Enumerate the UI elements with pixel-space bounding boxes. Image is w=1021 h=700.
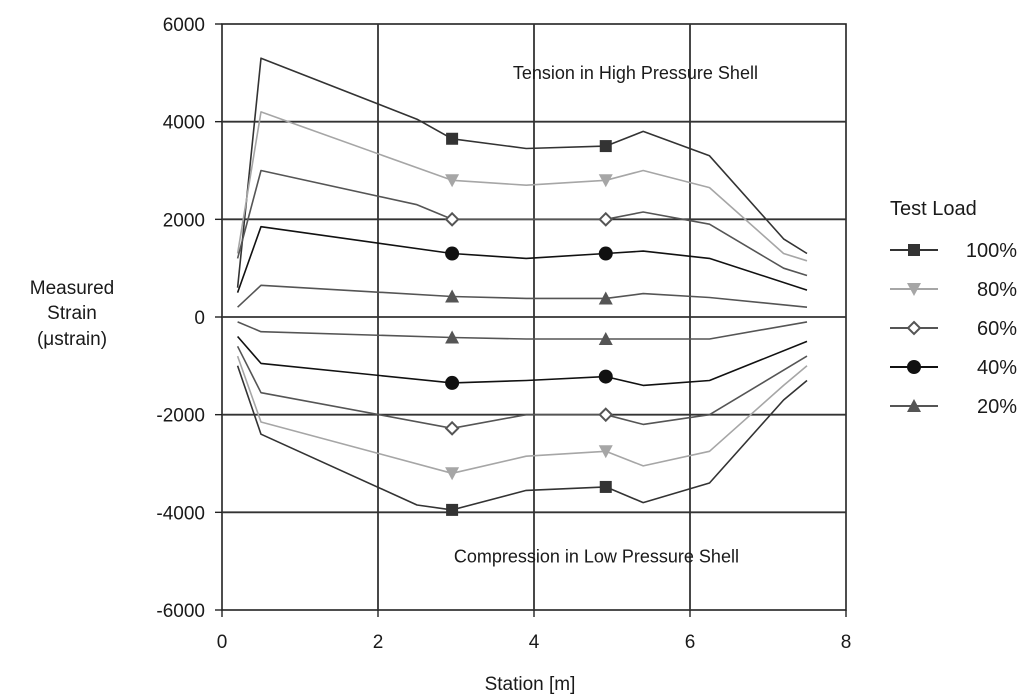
marker-tension-40pct [445, 246, 460, 261]
marker-tension-60pct [598, 211, 614, 227]
marker-tension-80pct [598, 174, 613, 188]
marker-tension-20pct [598, 291, 613, 305]
marker-compression-20pct [445, 330, 460, 344]
marker-compression-80pct [445, 467, 460, 481]
legend-label-100pct: 100% [966, 240, 1017, 262]
y-tick-label: -4000 [156, 503, 205, 524]
marker-compression-80pct [598, 445, 613, 459]
data-markers [444, 132, 614, 516]
series-line-tension-80pct [236, 111, 808, 262]
x-tick-label: 0 [217, 632, 228, 653]
marker-tension-80pct [445, 174, 460, 188]
legend-label-60pct: 60% [977, 318, 1017, 340]
series-line-tension-20pct [237, 284, 808, 308]
marker-tension-100pct [446, 132, 459, 145]
annotations: Tension in High Pressure Shell Compressio… [454, 63, 758, 566]
legend-label-20pct: 20% [977, 396, 1017, 418]
x-tick-label: 2 [373, 632, 384, 653]
legend-marker-20pct [907, 399, 921, 412]
legend-marker-100pct [908, 244, 920, 256]
marker-compression-20pct [598, 331, 613, 345]
y-axis-title-line-3: (μstrain) [37, 329, 107, 350]
y-axis-title-line-2: Strain [47, 303, 97, 324]
series-line-compression-40pct [236, 335, 808, 387]
series-line-tension-100pct [236, 57, 808, 288]
x-axis-title: Station [m] [485, 674, 576, 695]
y-tick-label: 4000 [163, 113, 205, 134]
annotation-compression: Compression in Low Pressure Shell [454, 546, 739, 566]
axes: Station [m] Measured Strain (μstrain) 0 2… [30, 15, 852, 695]
x-tick-label: 6 [685, 632, 696, 653]
x-tick-label: 8 [841, 632, 852, 653]
series-line-tension-60pct [236, 169, 808, 277]
series-lines [236, 57, 808, 511]
x-tick-label: 4 [529, 632, 540, 653]
legend-marker-60pct [906, 320, 922, 336]
y-tick-label: 2000 [163, 210, 205, 231]
marker-compression-40pct [598, 369, 613, 384]
series-line-tension-40pct [236, 225, 808, 293]
marker-compression-100pct [599, 480, 612, 493]
y-tick-label: 0 [194, 308, 205, 329]
legend-label-40pct: 40% [977, 357, 1017, 379]
legend-marker-40pct [907, 360, 921, 374]
marker-compression-60pct [444, 420, 460, 436]
marker-tension-100pct [599, 140, 612, 153]
series-line-compression-100pct [236, 365, 808, 511]
y-tick-label: -2000 [156, 406, 205, 427]
legend-label-80pct: 80% [977, 279, 1017, 301]
legend-title: Test Load [890, 198, 977, 220]
series-line-compression-60pct [236, 345, 808, 430]
marker-compression-40pct [445, 375, 460, 390]
series-line-compression-20pct [237, 321, 808, 340]
y-tick-label: 6000 [163, 15, 205, 36]
marker-tension-60pct [444, 211, 460, 227]
y-axis-title-line-1: Measured [30, 278, 115, 299]
marker-compression-100pct [446, 503, 459, 516]
grid-lines [215, 23, 847, 617]
marker-tension-20pct [445, 289, 460, 303]
marker-tension-40pct [598, 246, 613, 261]
legend-marker-80pct [907, 283, 921, 296]
annotation-tension: Tension in High Pressure Shell [513, 63, 758, 83]
marker-compression-60pct [598, 407, 614, 423]
y-tick-label: -6000 [156, 601, 205, 622]
legend: Test Load 100% 80% 60% 40% 20% [890, 198, 1017, 418]
